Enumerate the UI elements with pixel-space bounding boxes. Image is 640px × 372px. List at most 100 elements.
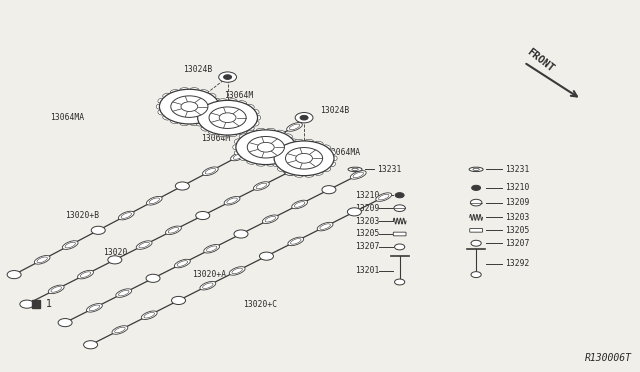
Ellipse shape <box>191 122 199 126</box>
Ellipse shape <box>141 311 157 320</box>
Circle shape <box>196 211 210 219</box>
Ellipse shape <box>234 139 240 144</box>
Ellipse shape <box>209 131 216 135</box>
Circle shape <box>146 274 160 282</box>
Ellipse shape <box>112 326 128 334</box>
Text: 13020+A: 13020+A <box>193 270 227 279</box>
Circle shape <box>236 130 296 164</box>
Circle shape <box>284 167 298 175</box>
Ellipse shape <box>239 157 246 161</box>
Ellipse shape <box>376 193 392 201</box>
Ellipse shape <box>209 116 216 120</box>
Text: 13064MA: 13064MA <box>50 113 84 122</box>
Ellipse shape <box>209 100 216 104</box>
Ellipse shape <box>170 90 178 93</box>
Ellipse shape <box>294 202 305 207</box>
Ellipse shape <box>218 134 227 137</box>
Circle shape <box>259 252 273 260</box>
Text: 13024B: 13024B <box>183 65 212 74</box>
Ellipse shape <box>230 152 246 161</box>
Text: 13210: 13210 <box>355 191 380 200</box>
Ellipse shape <box>257 128 264 131</box>
Ellipse shape <box>378 194 389 200</box>
Ellipse shape <box>201 90 209 93</box>
Ellipse shape <box>201 127 207 131</box>
Circle shape <box>92 226 105 234</box>
Ellipse shape <box>65 242 76 248</box>
Circle shape <box>285 148 323 169</box>
Ellipse shape <box>215 98 221 103</box>
Ellipse shape <box>248 104 254 108</box>
Ellipse shape <box>330 150 335 154</box>
Ellipse shape <box>247 161 254 164</box>
Ellipse shape <box>294 174 303 177</box>
Ellipse shape <box>149 198 159 203</box>
Ellipse shape <box>317 222 333 231</box>
Circle shape <box>322 186 336 194</box>
Ellipse shape <box>144 312 154 318</box>
Ellipse shape <box>233 154 244 159</box>
Ellipse shape <box>158 98 163 103</box>
Ellipse shape <box>277 130 285 134</box>
Text: 13203: 13203 <box>505 213 529 222</box>
Ellipse shape <box>163 93 169 97</box>
Ellipse shape <box>277 145 284 149</box>
Text: 13020+B: 13020+B <box>65 211 99 220</box>
Ellipse shape <box>286 134 292 138</box>
Ellipse shape <box>218 104 223 109</box>
Circle shape <box>257 142 274 152</box>
Text: 13205: 13205 <box>355 230 380 238</box>
Ellipse shape <box>273 150 278 154</box>
Ellipse shape <box>180 122 188 126</box>
Circle shape <box>471 272 481 278</box>
Ellipse shape <box>116 289 132 297</box>
Ellipse shape <box>205 169 216 174</box>
Circle shape <box>198 100 257 135</box>
Ellipse shape <box>294 145 299 150</box>
Ellipse shape <box>156 104 161 109</box>
Ellipse shape <box>285 172 292 175</box>
Ellipse shape <box>229 134 237 137</box>
Ellipse shape <box>316 172 323 175</box>
Circle shape <box>171 96 208 118</box>
Ellipse shape <box>163 116 169 120</box>
Ellipse shape <box>265 217 276 222</box>
Ellipse shape <box>255 115 260 120</box>
Circle shape <box>234 230 248 238</box>
Ellipse shape <box>118 290 129 296</box>
Ellipse shape <box>239 131 246 135</box>
Ellipse shape <box>203 283 213 288</box>
Ellipse shape <box>277 168 284 172</box>
Ellipse shape <box>209 93 216 97</box>
Ellipse shape <box>253 182 269 190</box>
Ellipse shape <box>267 128 275 131</box>
Circle shape <box>394 244 404 250</box>
Circle shape <box>247 137 284 158</box>
Ellipse shape <box>35 256 50 264</box>
Ellipse shape <box>288 237 304 246</box>
Circle shape <box>209 107 246 128</box>
Ellipse shape <box>200 282 216 290</box>
Ellipse shape <box>287 123 302 131</box>
Ellipse shape <box>316 141 323 145</box>
Ellipse shape <box>80 272 91 278</box>
Ellipse shape <box>121 213 131 218</box>
Circle shape <box>348 208 362 216</box>
Ellipse shape <box>473 168 479 170</box>
Ellipse shape <box>207 246 217 251</box>
Ellipse shape <box>204 244 220 253</box>
Ellipse shape <box>262 215 278 224</box>
Ellipse shape <box>170 120 178 124</box>
Ellipse shape <box>215 110 221 115</box>
Ellipse shape <box>286 157 292 161</box>
Circle shape <box>20 300 34 308</box>
Ellipse shape <box>118 211 134 220</box>
Ellipse shape <box>180 88 188 91</box>
Ellipse shape <box>353 172 364 178</box>
Ellipse shape <box>267 163 275 166</box>
Circle shape <box>58 318 72 327</box>
Ellipse shape <box>77 270 93 279</box>
Text: 13020+C: 13020+C <box>244 300 278 309</box>
Ellipse shape <box>196 121 202 126</box>
Text: 13231: 13231 <box>505 165 529 174</box>
